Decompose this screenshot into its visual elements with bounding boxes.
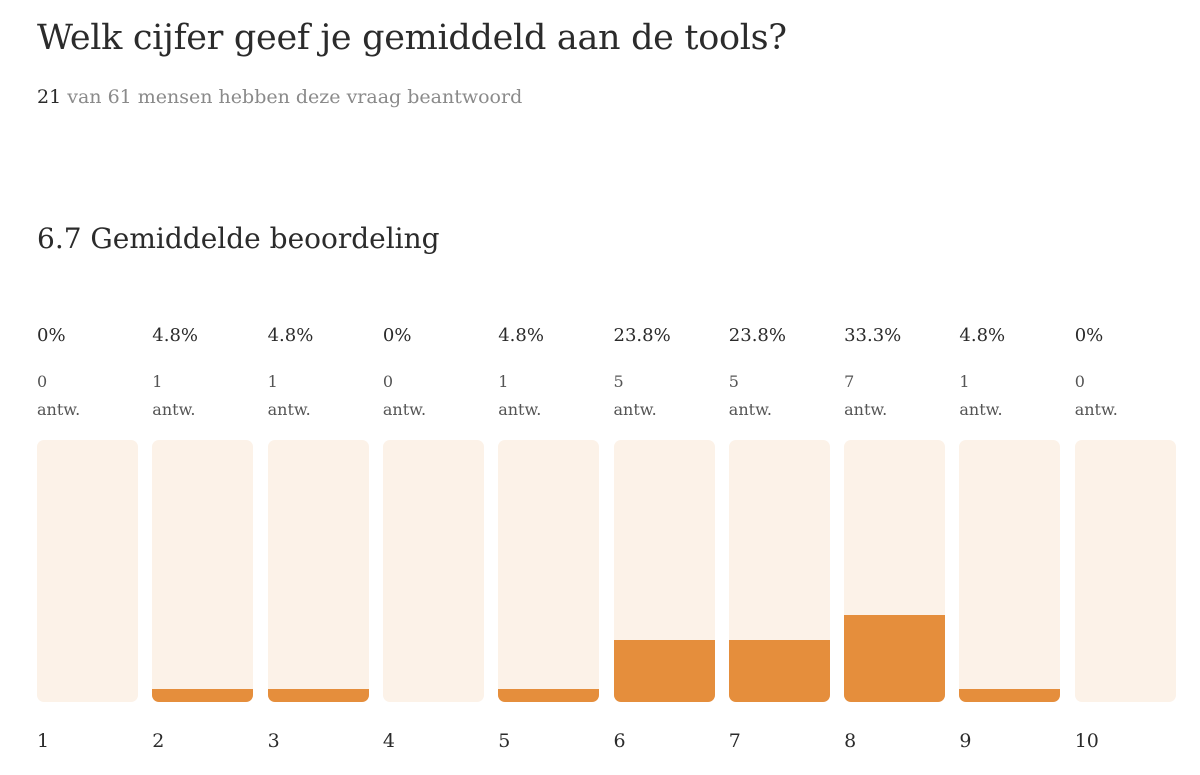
count-value: 1 xyxy=(267,372,278,391)
percent-label: 4.8% xyxy=(152,325,199,346)
average-rating: 6.7 Gemiddelde beoordeling xyxy=(37,222,440,255)
bar xyxy=(152,689,254,702)
count-unit: antw. xyxy=(728,400,772,419)
count-label: 0 antw. xyxy=(383,368,484,424)
count-label: 0 antw. xyxy=(37,368,138,424)
response-summary: 21 van 61 mensen hebben deze vraag beant… xyxy=(37,86,522,108)
bar-track xyxy=(267,440,369,702)
count-unit: antw. xyxy=(1074,400,1118,419)
percent-label: 0% xyxy=(382,325,412,346)
count-unit: antw. xyxy=(267,400,311,419)
bar xyxy=(613,639,715,702)
percent-label: 33.3% xyxy=(844,325,902,346)
count-value: 0 xyxy=(382,372,394,391)
count-label: 5 antw. xyxy=(614,368,715,424)
count-value: 5 xyxy=(728,372,739,391)
count-value: 7 xyxy=(844,372,855,391)
x-tick-label: 1 xyxy=(37,730,50,752)
bar-track xyxy=(152,440,254,702)
count-label: 1 antw. xyxy=(959,368,1060,424)
answered-suffix: van 61 mensen hebben deze vraag beantwoo… xyxy=(61,86,523,108)
percent-label: 4.8% xyxy=(959,325,1006,346)
count-value: 5 xyxy=(613,372,624,391)
count-value: 1 xyxy=(152,372,163,391)
count-label: 1 antw. xyxy=(498,368,599,424)
bar xyxy=(267,689,369,702)
count-label: 0 antw. xyxy=(1075,368,1176,424)
count-label: 7 antw. xyxy=(844,368,945,424)
percent-label: 23.8% xyxy=(613,325,671,346)
bar-track xyxy=(613,440,715,702)
bar xyxy=(728,639,830,702)
count-unit: antw. xyxy=(844,400,888,419)
percent-label: 23.8% xyxy=(728,325,786,346)
bar-track xyxy=(728,440,830,702)
bar xyxy=(844,614,946,702)
x-tick-label: 6 xyxy=(613,730,626,752)
percent-label: 4.8% xyxy=(267,325,314,346)
count-unit: antw. xyxy=(498,400,542,419)
count-value: 0 xyxy=(37,372,48,391)
question-title: Welk cijfer geef je gemiddeld aan de too… xyxy=(37,18,787,58)
count-label: 1 antw. xyxy=(268,368,369,424)
count-unit: antw. xyxy=(613,400,657,419)
bar-track xyxy=(1074,440,1176,702)
x-tick-label: 2 xyxy=(152,730,165,752)
x-tick-label: 9 xyxy=(959,730,972,752)
percent-label: 0% xyxy=(37,325,66,346)
percent-label: 4.8% xyxy=(498,325,544,346)
count-value: 1 xyxy=(959,372,970,391)
count-unit: antw. xyxy=(959,400,1003,419)
count-unit: antw. xyxy=(382,400,427,419)
bar xyxy=(959,689,1061,702)
x-tick-label: 5 xyxy=(498,730,511,752)
count-unit: antw. xyxy=(37,400,81,419)
x-tick-label: 3 xyxy=(267,730,280,752)
bar xyxy=(498,689,600,702)
x-tick-label: 10 xyxy=(1074,730,1099,752)
x-tick-label: 7 xyxy=(728,730,741,752)
bar-track xyxy=(37,440,138,702)
answered-count: 21 xyxy=(37,86,62,108)
count-label: 5 antw. xyxy=(729,368,830,424)
x-tick-label: 4 xyxy=(382,730,395,752)
bar-track xyxy=(844,440,946,702)
count-label: 1 antw. xyxy=(152,368,253,424)
x-tick-label: 8 xyxy=(844,730,857,752)
bar-track xyxy=(382,440,484,702)
count-value: 1 xyxy=(498,372,509,391)
bar-track xyxy=(959,440,1061,702)
count-unit: antw. xyxy=(152,400,196,419)
percent-label: 0% xyxy=(1074,325,1104,346)
bar-track xyxy=(498,440,600,702)
count-value: 0 xyxy=(1074,372,1085,391)
